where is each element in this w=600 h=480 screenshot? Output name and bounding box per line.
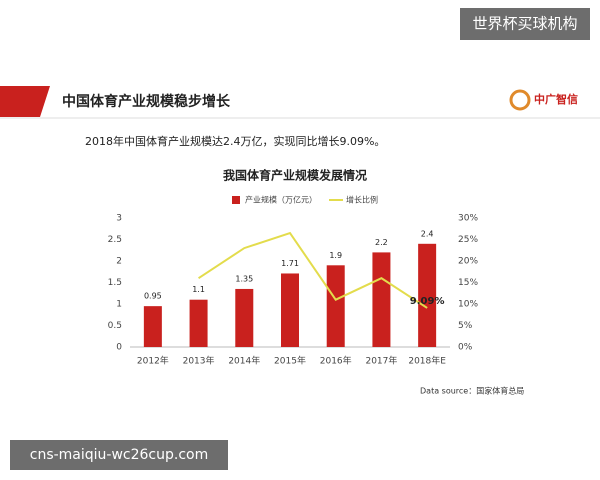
bar-value-label: 2.2 (375, 238, 388, 247)
watermark: cns-maiqiu-wc26cup.com (30, 447, 209, 463)
bar (235, 288, 254, 347)
legend-swatch (232, 196, 240, 204)
y2-tick-label: 10% (458, 300, 478, 310)
y-tick-label: 1 (116, 300, 122, 310)
bar-value-label: 1.1 (192, 285, 205, 294)
y2-tick-label: 15% (458, 278, 478, 288)
logo: 中广智信 (534, 92, 578, 106)
bar (281, 273, 299, 347)
y-tick-label: 0 (116, 343, 122, 353)
bar (418, 243, 437, 347)
logo-icon (509, 89, 531, 111)
x-tick-label: 2018年E (408, 355, 446, 367)
legend-label: 产业规模（万亿元） (245, 195, 317, 205)
y-tick-label: 2.5 (108, 235, 122, 245)
watermark-box (10, 440, 228, 470)
summary: 2018年中国体育产业规模达2.4万亿，实现同比增长9.09%。 (85, 134, 385, 148)
watermark-box (460, 8, 590, 40)
legend-label: 增长比例 (346, 195, 378, 205)
x-tick-label: 2012年 (137, 355, 169, 367)
y-tick-label: 0.5 (108, 321, 122, 331)
header-accent (0, 86, 50, 117)
bar (326, 265, 345, 347)
source: Data source：国家体育总局 (420, 386, 524, 396)
bar-value-label: 2.4 (421, 229, 434, 238)
bar (372, 252, 391, 347)
y2-tick-label: 30% (458, 214, 478, 224)
chart-title: 我国体育产业规模发展情况 (223, 168, 367, 183)
y-tick-label: 1.5 (108, 278, 122, 288)
x-tick-label: 2013年 (183, 355, 215, 367)
y2-tick-label: 0% (458, 343, 473, 353)
y2-tick-label: 25% (458, 235, 478, 245)
line (198, 231, 428, 309)
bar-value-label: 1.35 (235, 274, 253, 283)
y-tick-label: 3 (116, 214, 122, 224)
x-tick-label: 2015年 (274, 355, 306, 367)
bar-value-label: 1.71 (281, 259, 299, 268)
x-tick-label: 2016年 (320, 355, 352, 367)
bar-value-label: 0.95 (144, 292, 162, 301)
y2-tick-label: 5% (458, 321, 473, 331)
bar (143, 306, 162, 347)
y2-tick-label: 20% (458, 257, 478, 267)
x-tick-label: 2017年 (365, 355, 397, 367)
x-tick-label: 2014年 (228, 355, 260, 367)
line-value-label: 9.09% (410, 296, 445, 307)
bar-value-label: 1.9 (329, 251, 342, 260)
bar (189, 299, 208, 347)
y-tick-label: 2 (116, 257, 122, 267)
watermark: 世界杯买球机构 (472, 15, 577, 33)
slide-title: 中国体育产业规模稳步增长 (62, 93, 231, 110)
